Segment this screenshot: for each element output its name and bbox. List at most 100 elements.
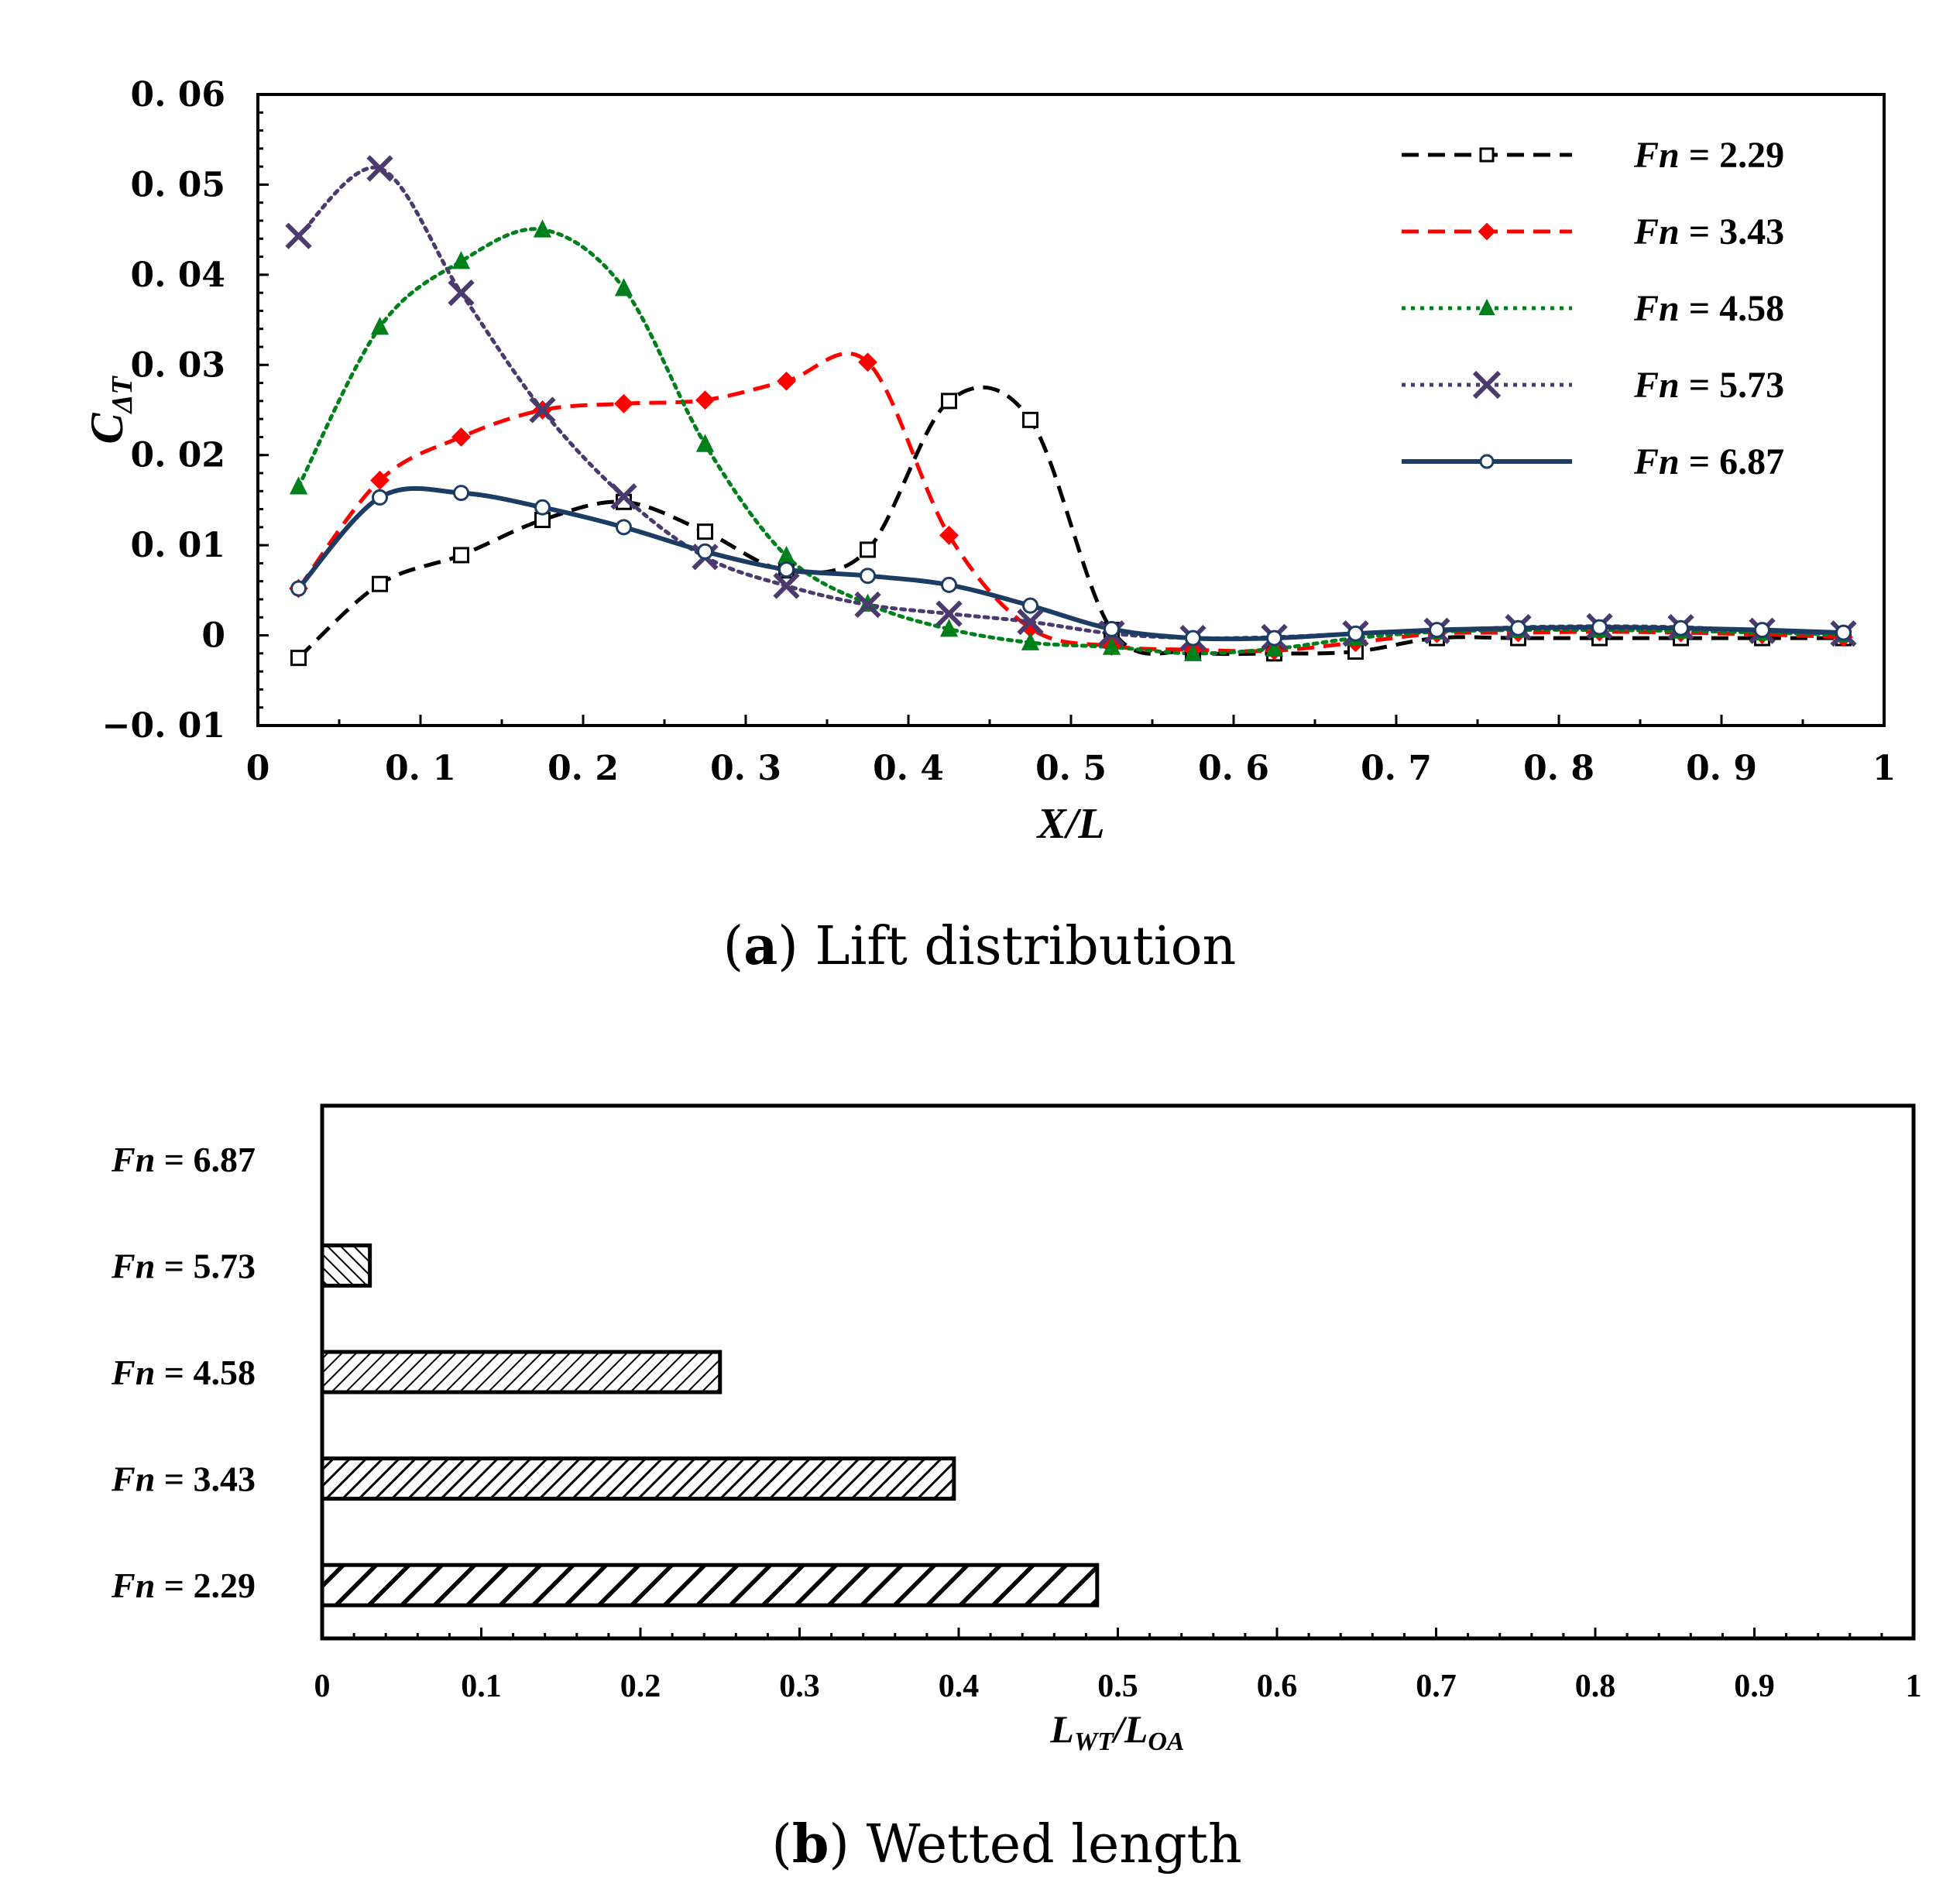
category-label-value: = 6.87 bbox=[155, 1140, 256, 1179]
x-axis-ticks: 0 0. 1 0. 2 0. 3 0. 4 0. 5 0. 6 0. 7 0. 8 0. 9 1 bbox=[246, 715, 1896, 788]
cross-stroke bbox=[935, 600, 963, 627]
x-tick-label: 0.3 bbox=[779, 1669, 820, 1704]
data-point-cross bbox=[610, 483, 637, 510]
category-label: Fn = 2.29 bbox=[111, 1566, 256, 1605]
x-axis-label-sub2: OA bbox=[1148, 1727, 1184, 1756]
cross-stroke bbox=[448, 280, 475, 307]
data-point-circle bbox=[1835, 624, 1852, 641]
caption-b: (b) Wetted length bbox=[771, 1813, 1241, 1875]
x-axis-ticks: 0 0.1 0.2 0.3 0.4 0.5 0.6 0.7 0.8 0.9 1 bbox=[314, 1628, 1922, 1704]
data-point-circle bbox=[1510, 619, 1526, 636]
x-tick-label: 0.5 bbox=[1097, 1669, 1138, 1704]
data-point-triangle bbox=[451, 251, 471, 269]
category-label: Fn = 6.87 bbox=[111, 1140, 256, 1179]
data-point-triangle bbox=[614, 278, 633, 297]
data-point-cross bbox=[854, 591, 881, 619]
x-tick-label: 0. 4 bbox=[873, 749, 944, 788]
data-point-diamond bbox=[939, 525, 959, 545]
data-point-square bbox=[453, 547, 469, 564]
y-tick-label: 0. 05 bbox=[131, 165, 225, 204]
category-label: Fn = 4.58 bbox=[111, 1353, 256, 1392]
legend-label: Fn = 5.73 bbox=[1633, 365, 1784, 406]
category-label-value: = 5.73 bbox=[155, 1246, 256, 1285]
x-tick-label: 0. 3 bbox=[710, 749, 781, 788]
data-point-circle bbox=[1479, 454, 1495, 469]
data-point-cross bbox=[529, 396, 556, 424]
cross-stroke bbox=[773, 572, 800, 599]
data-point-square bbox=[697, 523, 713, 540]
cross-stroke bbox=[854, 591, 881, 619]
y-tick-label: −0. 01 bbox=[102, 706, 225, 746]
bar bbox=[320, 1350, 723, 1395]
legend-label-prefix: Fn bbox=[1633, 135, 1680, 176]
series-line-1 bbox=[297, 352, 1844, 654]
x-tick-label: 0. 5 bbox=[1035, 749, 1107, 788]
x-tick-label: 0.9 bbox=[1734, 1669, 1775, 1704]
data-point-triangle bbox=[1021, 632, 1040, 650]
data-point-triangle bbox=[370, 317, 390, 335]
data-point-diamond bbox=[777, 371, 796, 391]
category-label-prefix: Fn bbox=[111, 1246, 155, 1285]
category-label-prefix: Fn bbox=[111, 1566, 155, 1605]
caption-a-text: Lift distribution bbox=[815, 916, 1236, 977]
x-tick-label: 0. 6 bbox=[1198, 749, 1269, 788]
legend-label-value: = 2.29 bbox=[1680, 135, 1784, 176]
category-label-value: = 2.29 bbox=[155, 1566, 256, 1605]
data-point-square bbox=[1479, 147, 1495, 163]
x-tick-label: 0.1 bbox=[461, 1669, 502, 1704]
data-point-circle bbox=[1185, 630, 1201, 647]
y-axis-label-sub: ΔT bbox=[106, 376, 139, 415]
data-point-square bbox=[941, 393, 957, 410]
legend-label: Fn = 6.87 bbox=[1633, 441, 1784, 482]
category-label-prefix: Fn bbox=[111, 1353, 155, 1392]
data-point-triangle bbox=[1183, 643, 1203, 661]
bar bbox=[320, 1456, 956, 1501]
category-label: Fn = 5.73 bbox=[111, 1246, 256, 1285]
x-axis-label: LWT/LOA bbox=[1049, 1707, 1184, 1756]
data-point-diamond bbox=[695, 390, 715, 410]
data-point-diamond bbox=[451, 427, 471, 447]
data-point-circle bbox=[860, 568, 876, 585]
x-tick-label: 1 bbox=[1906, 1669, 1922, 1704]
data-point-diamond bbox=[1478, 222, 1496, 241]
category-label: Fn = 3.43 bbox=[111, 1460, 256, 1499]
x-tick-label: 1 bbox=[1872, 749, 1896, 788]
data-point-cross bbox=[1472, 370, 1502, 400]
x-axis-label-sub1: WT bbox=[1074, 1727, 1114, 1756]
x-tick-label: 0.6 bbox=[1257, 1669, 1298, 1704]
series-markers bbox=[285, 155, 1857, 667]
lift-distribution-chart: 0 0. 1 0. 2 0. 3 0. 4 0. 5 0. 6 0. 7 0. 8 0. 9 1 −… bbox=[81, 75, 1896, 977]
legend-label-prefix: Fn bbox=[1633, 441, 1680, 482]
series-lines bbox=[297, 165, 1845, 660]
x-tick-label: 0 bbox=[314, 1669, 331, 1704]
y-axis-label: CΔT bbox=[81, 376, 139, 444]
x-tick-label: 0.2 bbox=[620, 1669, 661, 1704]
bars bbox=[320, 1243, 1100, 1607]
data-point-diamond bbox=[614, 393, 633, 413]
y-tick-label: 0 bbox=[201, 616, 225, 656]
data-point-cross bbox=[935, 600, 963, 627]
data-point-cross bbox=[773, 572, 800, 599]
series-line-3 bbox=[297, 165, 1845, 640]
y-tick-label: 0. 06 bbox=[131, 75, 225, 115]
x-tick-label: 0.4 bbox=[939, 1669, 980, 1704]
legend-label-value: = 3.43 bbox=[1680, 211, 1784, 252]
x-tick-label: 0.7 bbox=[1416, 1669, 1457, 1704]
data-point-triangle bbox=[1265, 638, 1284, 657]
y-tick-label: 0. 01 bbox=[131, 526, 225, 565]
caption-a-letter: a bbox=[743, 915, 777, 977]
legend-label-value: = 6.87 bbox=[1680, 441, 1784, 482]
cross-stroke bbox=[610, 483, 637, 510]
data-point-diamond bbox=[858, 352, 877, 372]
x-tick-label: 0. 9 bbox=[1686, 749, 1757, 788]
data-point-triangle bbox=[1102, 636, 1121, 655]
data-point-square bbox=[1022, 411, 1038, 428]
data-point-triangle bbox=[533, 219, 552, 238]
caption-b-text: Wetted length bbox=[867, 1814, 1242, 1875]
data-point-circle bbox=[453, 485, 469, 502]
y-tick-label: 0. 02 bbox=[131, 436, 225, 475]
legend-label-value: = 5.73 bbox=[1680, 365, 1784, 406]
cross-stroke bbox=[529, 396, 556, 424]
